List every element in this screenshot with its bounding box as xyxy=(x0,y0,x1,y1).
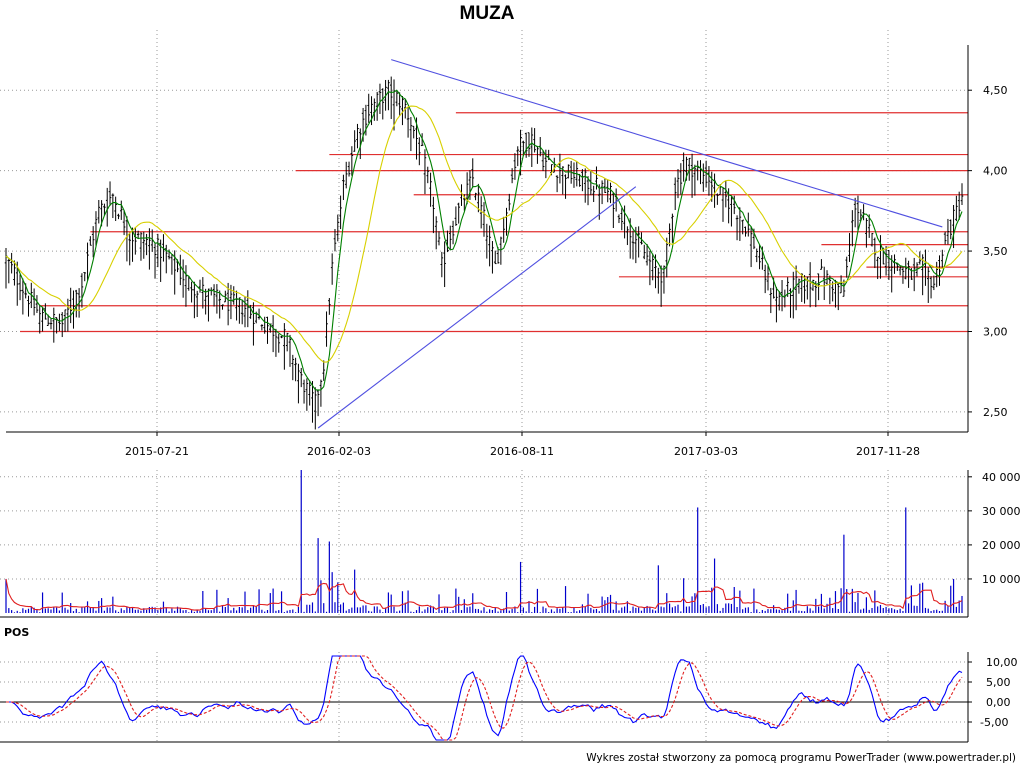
volume-bars xyxy=(5,470,963,613)
price-panel: 2,50 3,00 3,50 4,00 4,50 2015-07-21 2016-02-0… xyxy=(0,30,1008,458)
volume-average xyxy=(5,578,963,611)
pos-main-line xyxy=(6,655,963,741)
price-tick-label: 2,50 xyxy=(983,406,1008,419)
pos-signal-line xyxy=(6,655,963,741)
moving-average-short xyxy=(5,89,963,391)
date-x-axis: 2015-07-21 2016-02-03 2016-08-11 2017-03-03… xyxy=(6,431,968,458)
pos-lines xyxy=(6,655,963,741)
pos-y-axis: 10,00 5,00 0,00 -5,00 xyxy=(0,652,1018,743)
footer-credit: Wykres został stworzony za pomocą progra… xyxy=(586,752,1016,764)
pos-tick-label: 0,00 xyxy=(986,696,1011,709)
volume-tick-label: 40 000 xyxy=(982,471,1021,484)
trendlines xyxy=(317,59,943,429)
pos-tick-label: 5,00 xyxy=(986,676,1011,689)
price-candles xyxy=(4,76,964,430)
date-tick-label: 2015-07-21 xyxy=(125,445,189,458)
trendline xyxy=(391,59,943,228)
date-tick-label: 2017-03-03 xyxy=(674,445,738,458)
trendline xyxy=(317,186,637,429)
pos-tick-label: 10,00 xyxy=(986,656,1018,669)
moving-average-long xyxy=(5,105,963,363)
pos-tick-label: -5,00 xyxy=(980,716,1008,729)
date-tick-label: 2017-11-28 xyxy=(856,445,920,458)
volume-y-axis: 10 000 20 000 30 000 40 000 xyxy=(0,470,1021,618)
pos-panel: POS 10,00 5,00 0,00 -5,00 xyxy=(0,626,1018,743)
price-tick-label: 3,00 xyxy=(983,325,1008,338)
volume-tick-label: 30 000 xyxy=(982,505,1021,518)
price-tick-label: 4,00 xyxy=(983,165,1008,178)
volume-gridlines xyxy=(0,470,968,617)
support-resistance-lines xyxy=(20,112,968,333)
date-tick-label: 2016-02-03 xyxy=(307,445,371,458)
price-tick-label: 4,50 xyxy=(983,84,1008,97)
pos-panel-label: POS xyxy=(4,626,29,639)
chart-title: MUZA xyxy=(460,3,515,24)
pos-gridlines xyxy=(0,652,968,742)
volume-tick-label: 10 000 xyxy=(982,573,1021,586)
price-tick-label: 3,50 xyxy=(983,245,1008,258)
volume-average-line xyxy=(5,578,963,611)
volume-panel: 10 000 20 000 30 000 40 000 xyxy=(0,470,1021,618)
date-tick-label: 2016-08-11 xyxy=(490,445,554,458)
price-y-axis: 2,50 3,00 3,50 4,00 4,50 xyxy=(967,45,1008,432)
moving-averages xyxy=(5,89,963,391)
volume-tick-label: 20 000 xyxy=(982,539,1021,552)
